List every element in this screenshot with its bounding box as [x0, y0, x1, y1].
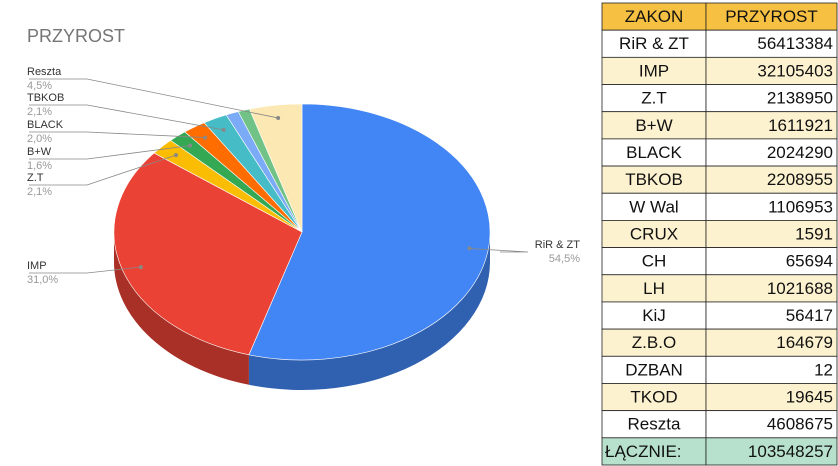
slice-value-label: 2,1% — [27, 186, 52, 198]
table-cell — [601, 328, 707, 357]
table-cell — [601, 165, 707, 194]
table-cell — [705, 328, 838, 357]
slice-value-label: 54,5% — [549, 253, 580, 265]
slice-value-label: 1,6% — [27, 160, 52, 172]
slice-label: IMP — [27, 260, 47, 272]
table-cell — [601, 410, 707, 439]
leader-line — [469, 248, 529, 253]
table-cell — [705, 56, 838, 85]
leader-dot — [276, 115, 281, 120]
slice-label: RiR & ZT — [535, 239, 581, 251]
leader-dot — [203, 135, 208, 140]
table-text: 56413384 — [757, 34, 833, 53]
table-cell — [705, 437, 838, 466]
table-cell — [705, 274, 838, 303]
leader-line — [29, 154, 177, 186]
table-cell — [601, 383, 707, 412]
leader-line — [29, 266, 141, 274]
table-text: 2138950 — [767, 89, 833, 108]
table-text: 19645 — [786, 388, 833, 407]
table-text: CH — [642, 252, 667, 271]
leader-line — [29, 104, 224, 131]
table-cell — [705, 165, 838, 194]
table-cell — [601, 301, 707, 330]
table-cell — [705, 192, 838, 221]
table-text: ZAKON — [625, 7, 684, 26]
leader-line — [29, 145, 191, 160]
slice-label: Reszta — [27, 66, 62, 78]
table-cell — [601, 437, 707, 466]
table-text: 103548257 — [748, 442, 833, 461]
table-text: Z.B.O — [632, 333, 676, 352]
table-text: ŁĄCZNIE: — [605, 442, 682, 461]
table-text: 56417 — [786, 306, 833, 325]
table-text: 1591 — [795, 224, 833, 243]
table-text: TKOD — [630, 388, 677, 407]
table-text: 12 — [814, 360, 833, 379]
table-cell — [705, 220, 838, 248]
table-text: W Wal — [629, 197, 678, 216]
chart-title: PRZYROST — [27, 26, 125, 46]
table-cell — [601, 56, 707, 85]
leader-dot — [174, 153, 179, 158]
table-text: PRZYROST — [725, 7, 818, 26]
table-cell — [705, 29, 838, 58]
pie-slice — [113, 152, 303, 356]
table-text: Reszta — [628, 415, 681, 434]
table-text: DZBAN — [625, 360, 683, 379]
table-text: BLACK — [626, 143, 682, 162]
table-text: IMP — [639, 61, 669, 80]
table-text: RiR & ZT — [619, 34, 689, 53]
slice-label: BLACK — [27, 119, 64, 131]
table-text: 1611921 — [768, 116, 833, 135]
leader-line — [29, 131, 206, 138]
slice-label: B+W — [27, 146, 52, 158]
table-cell — [601, 29, 707, 58]
leader-line — [29, 78, 279, 119]
pie-slice — [248, 103, 491, 361]
table-text: 65694 — [786, 252, 833, 271]
table-cell — [705, 355, 838, 384]
slice-value-label: 31,0% — [27, 274, 58, 286]
table-text: TBKOB — [625, 170, 683, 189]
table-cell — [705, 111, 838, 140]
slice-label: Z.T — [27, 172, 44, 184]
table-text: 164679 — [776, 333, 833, 352]
table-text: 2208955 — [767, 170, 833, 189]
table-text: 4608675 — [767, 415, 833, 434]
table-cell — [705, 247, 838, 276]
leader-dot — [138, 265, 143, 270]
pie-slice — [249, 103, 303, 233]
table-text: 1106953 — [768, 197, 833, 216]
table-text: 32105403 — [757, 61, 833, 80]
table-text: KiJ — [642, 306, 666, 325]
table-cell — [705, 84, 838, 113]
slice-value-label: 2,1% — [27, 106, 52, 118]
slice-value-label: 2,0% — [27, 133, 52, 145]
table-cell — [601, 247, 707, 276]
leader-dot — [221, 127, 226, 132]
slice-side — [248, 232, 490, 390]
slice-label: TBKOB — [27, 92, 64, 104]
table-text: 1021688 — [767, 279, 833, 298]
table-cell — [601, 274, 707, 303]
table-text: B+W — [635, 116, 672, 135]
table-cell — [705, 138, 838, 167]
slice-side — [114, 232, 249, 385]
leader-dot — [467, 246, 472, 251]
table-text: CRUX — [630, 224, 678, 243]
slice-value-label: 4,5% — [27, 80, 52, 92]
table-text: 2024290 — [767, 143, 833, 162]
table-text: Z.T — [641, 89, 667, 108]
table-cell — [705, 2, 838, 31]
table-text: LH — [643, 279, 665, 298]
leader-dot — [188, 143, 193, 148]
